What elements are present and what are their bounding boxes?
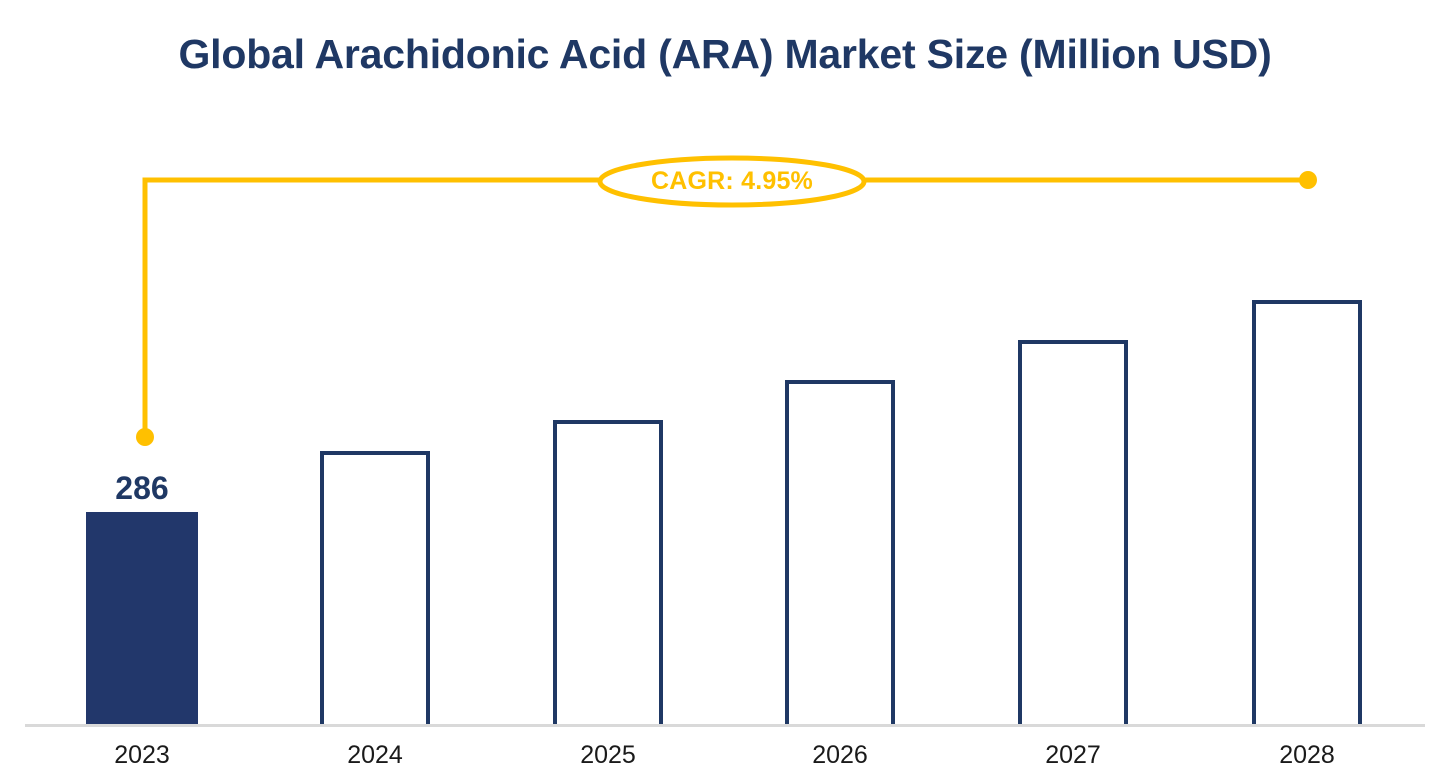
bar-2027[interactable] — [1018, 340, 1128, 725]
bar-2023[interactable] — [86, 512, 198, 725]
bar-2026[interactable] — [785, 380, 895, 725]
bar-2025[interactable] — [553, 420, 663, 725]
x-tick-label-2025: 2025 — [580, 741, 636, 769]
x-tick-label-2026: 2026 — [812, 741, 868, 769]
bar-2028[interactable] — [1252, 300, 1362, 725]
value-label-2023: 286 — [115, 470, 169, 506]
chart-title: Global Arachidonic Acid (ARA) Market Siz… — [178, 31, 1272, 77]
x-tick-label-2024: 2024 — [347, 741, 403, 769]
x-tick-label-2028: 2028 — [1279, 741, 1335, 769]
x-tick-label-2027: 2027 — [1045, 741, 1101, 769]
bar-2024[interactable] — [320, 451, 430, 725]
x-axis-line — [25, 724, 1425, 727]
x-tick-label-2023: 2023 — [114, 741, 170, 769]
